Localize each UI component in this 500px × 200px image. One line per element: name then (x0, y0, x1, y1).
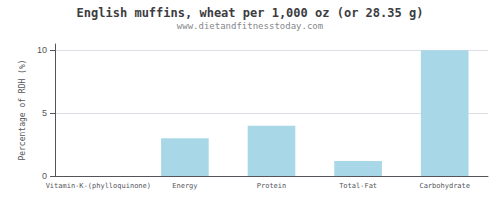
svg-text:English muffins, wheat per 1,0: English muffins, wheat per 1,000 oz (or … (77, 6, 424, 20)
svg-text:10: 10 (37, 45, 47, 55)
svg-text:Energy: Energy (172, 182, 197, 190)
svg-text:www.dietandfitnesstoday.com: www.dietandfitnesstoday.com (177, 21, 323, 31)
svg-text:Percentage of RDH (%): Percentage of RDH (%) (18, 59, 27, 160)
svg-text:Total-Fat: Total-Fat (339, 182, 377, 190)
svg-text:0: 0 (42, 171, 47, 181)
svg-text:Carbohydrate: Carbohydrate (419, 182, 470, 190)
svg-text:Protein: Protein (257, 182, 287, 190)
svg-text:Vitamin-K-(phylloquinone): Vitamin-K-(phylloquinone) (46, 182, 151, 190)
svg-text:5: 5 (42, 108, 47, 118)
